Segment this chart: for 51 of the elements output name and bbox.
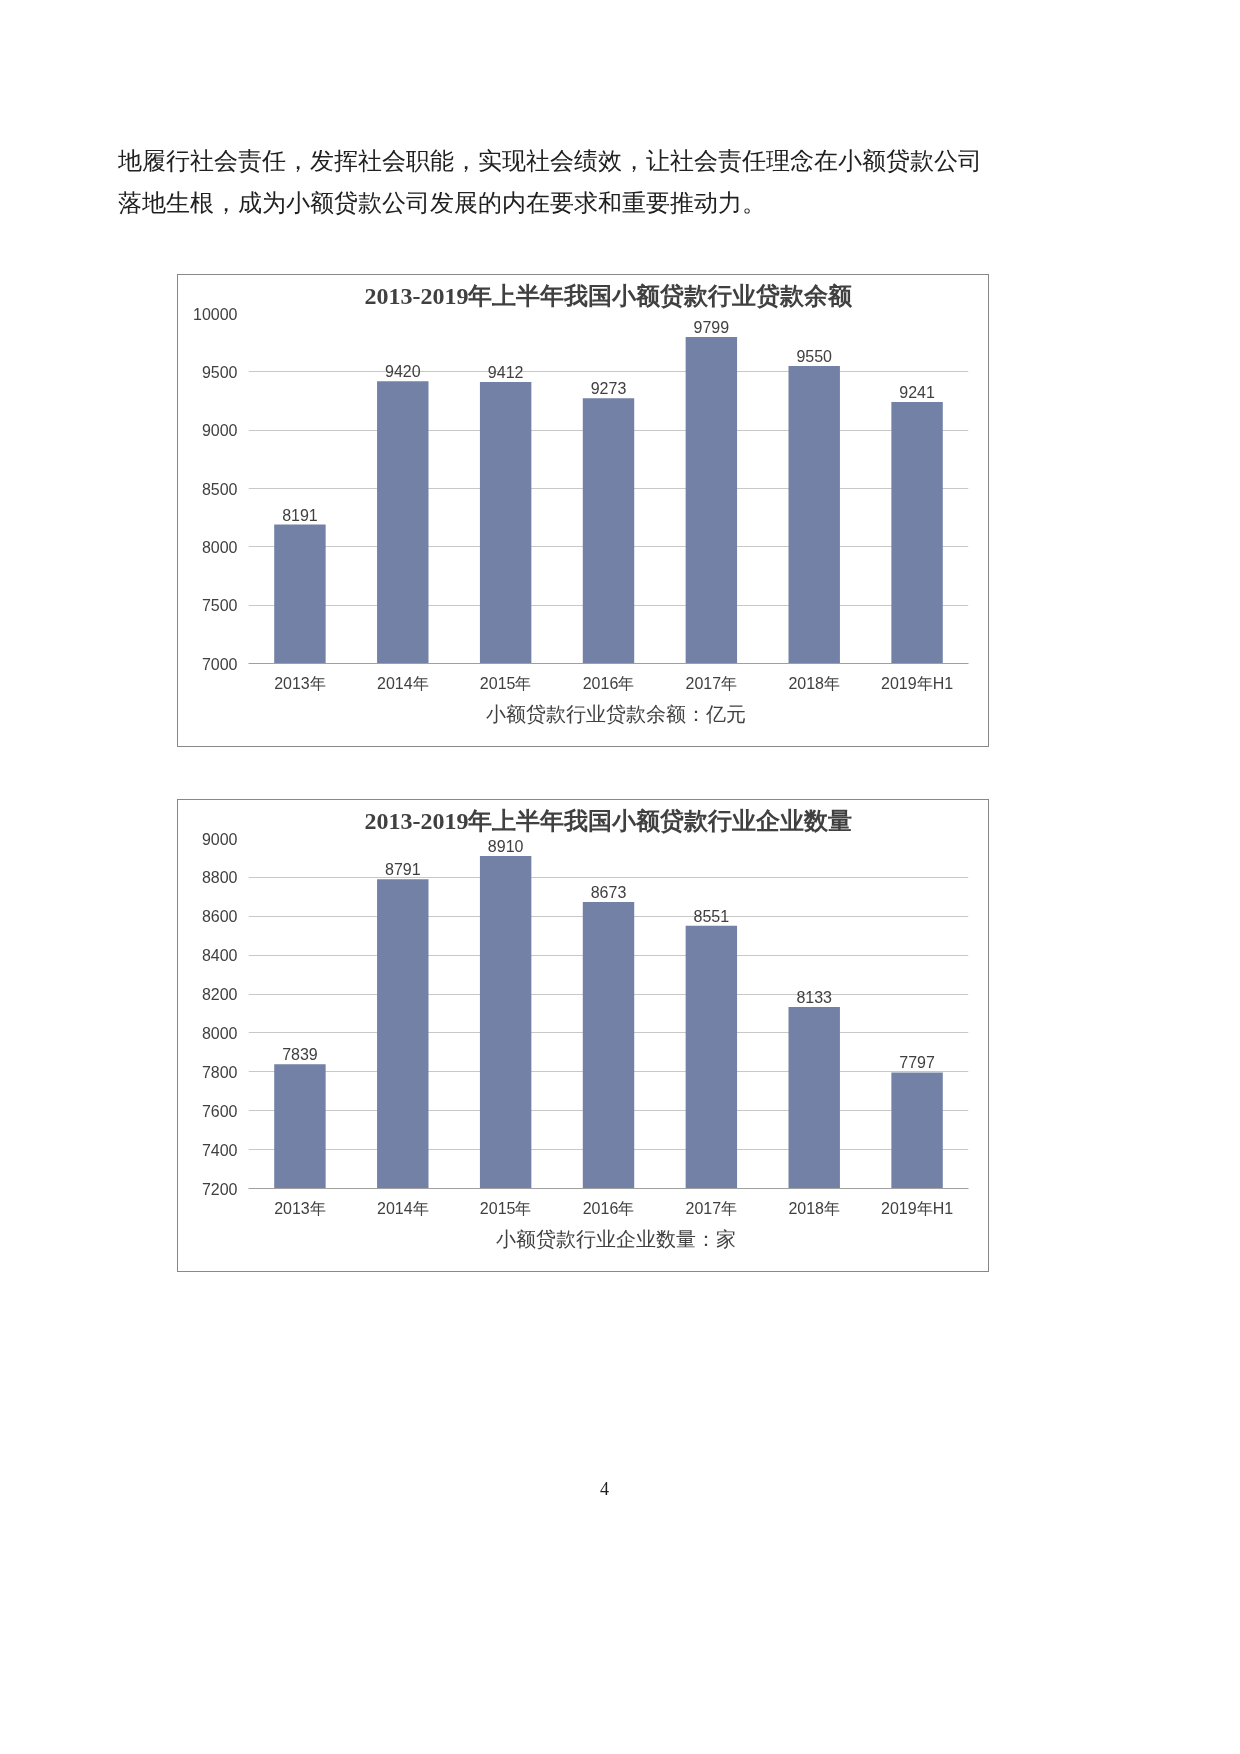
x-tick-label: 2017年	[685, 674, 738, 692]
data-label: 7839	[282, 1046, 318, 1064]
data-label: 8910	[487, 838, 524, 855]
chart-title: 2013-2019年上半年我国小额贷款行业贷款余额	[364, 282, 854, 309]
series-label: 小额贷款行业企业数量：家	[495, 1226, 736, 1252]
data-label: 7797	[899, 1054, 935, 1072]
y-tick-label: 8600	[201, 908, 238, 926]
x-tick-label: 2014年	[376, 1199, 429, 1217]
y-tick-label: 7000	[201, 655, 238, 673]
y-tick-label: 7800	[201, 1063, 238, 1081]
x-tick-label: 2016年	[582, 674, 635, 692]
y-tick-label: 7200	[201, 1180, 238, 1198]
x-tick-label: 2017年	[685, 1199, 738, 1217]
data-label: 9412	[487, 364, 524, 382]
chart-title: 2013-2019年上半年我国小额贷款行业企业数量	[364, 807, 853, 834]
x-tick-label: 2018年	[788, 1199, 841, 1217]
data-label: 8673	[590, 884, 627, 902]
x-tick-label: 2015年	[479, 674, 532, 692]
data-label: 8791	[384, 861, 421, 879]
series-label: 小额贷款行业贷款余额：亿元	[485, 701, 746, 727]
y-tick-label: 8800	[201, 869, 238, 887]
data-label: 8133	[796, 989, 833, 1007]
y-tick-label: 9000	[201, 830, 238, 848]
y-tick-label: 7500	[201, 597, 238, 615]
x-tick-label: 2015年	[479, 1199, 532, 1217]
x-tick-label: 2019年H1	[881, 1199, 954, 1217]
data-label: 9420	[384, 363, 421, 381]
x-tick-label: 2016年	[582, 1199, 635, 1217]
y-tick-label: 9000	[201, 422, 238, 440]
y-tick-label: 7600	[201, 1102, 238, 1120]
y-tick-label: 8000	[201, 538, 238, 556]
x-tick-label: 2013年	[274, 1199, 326, 1217]
y-tick-label: 8200	[201, 986, 238, 1004]
data-label: 9550	[796, 348, 833, 365]
data-label: 9241	[899, 384, 935, 402]
y-tick-label: 8000	[201, 1024, 238, 1042]
y-tick-label: 10000	[193, 305, 238, 323]
data-label: 8551	[693, 907, 730, 925]
text: 4	[600, 1478, 609, 1501]
y-tick-label: 8400	[201, 947, 238, 965]
text: 地履行社会责任，发挥社会职能，实现社会绩效，让社会责任理念在小额贷款公司落地生根，成为小额贷款公司发展的内在要求和重要推动力。	[118, 146, 983, 219]
y-tick-label: 9500	[201, 363, 238, 381]
y-tick-label: 7400	[201, 1141, 238, 1159]
data-label: 9799	[693, 318, 730, 336]
x-tick-label: 2019年H1	[881, 674, 954, 692]
x-tick-label: 2013年	[274, 674, 326, 692]
data-label: 9273	[590, 380, 627, 398]
x-tick-label: 2014年	[376, 674, 429, 692]
data-label: 8191	[282, 506, 318, 524]
y-tick-label: 8500	[201, 480, 238, 498]
x-tick-label: 2018年	[788, 674, 841, 692]
